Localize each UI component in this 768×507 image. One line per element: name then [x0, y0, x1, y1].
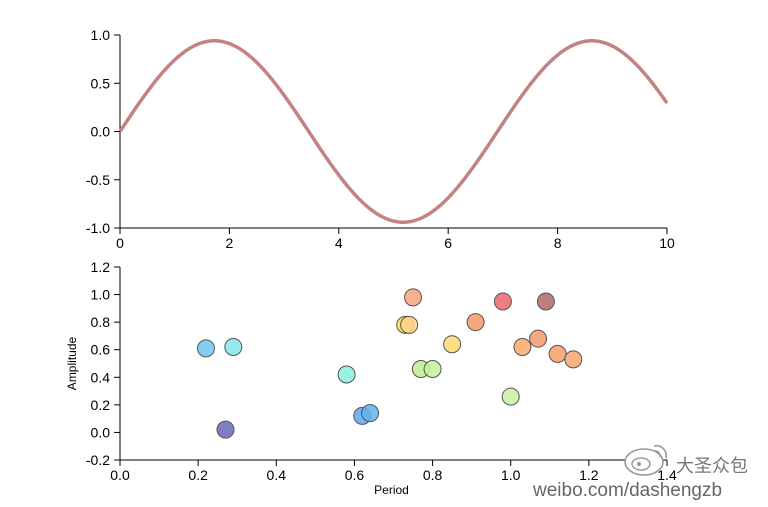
- scatter-point: [564, 350, 583, 369]
- top-y-tick-label: -1.0: [86, 220, 110, 236]
- bottom-y-tick-label: 0.8: [91, 314, 111, 330]
- top-y-tick-label: 1.0: [91, 27, 111, 43]
- scatter-point: [337, 365, 356, 384]
- top-x-tick-label: 6: [444, 235, 452, 251]
- sine-line-chart: 0 2 4 6 8 10 1.0 0.5 0.0 -0.5 -1.0: [86, 27, 675, 251]
- scatter-point: [216, 420, 235, 439]
- bottom-x-tick-label: 1.4: [657, 467, 677, 483]
- y-axis-title: Amplitude: [65, 337, 79, 391]
- scatter-point: [493, 292, 512, 311]
- bottom-y-tick-label: 0.0: [91, 424, 111, 440]
- scatter-point: [536, 292, 555, 311]
- scatter-point: [361, 404, 380, 423]
- bottom-y-tick-label: 0.6: [91, 342, 111, 358]
- top-x-tick-label: 8: [554, 235, 562, 251]
- bottom-x-tick-label: 0.6: [345, 467, 365, 483]
- bottom-x-tick-label: 0.8: [423, 467, 443, 483]
- top-axes: [114, 34, 668, 234]
- scatter-point: [548, 344, 567, 363]
- top-x-tick-label: 0: [116, 235, 124, 251]
- scatter-chart: 0.0 0.2 0.4 0.6 0.8 1.0 1.2 1.4 1.2 1.0 0.8 0.6 0.4 0…: [65, 259, 677, 497]
- bottom-y-tick-label: 1.0: [91, 287, 111, 303]
- scatter-point: [466, 313, 485, 332]
- scatter-point: [443, 335, 462, 354]
- top-y-tick-label: 0.0: [91, 124, 111, 140]
- scatter-point: [513, 337, 532, 356]
- top-x-tick-label: 10: [659, 235, 675, 251]
- bottom-x-tick-label: 0.2: [188, 467, 208, 483]
- top-y-tick-label: 0.5: [91, 75, 111, 91]
- bottom-x-tick-label: 0.0: [110, 467, 130, 483]
- scatter-point: [423, 360, 442, 379]
- bottom-y-tick-label: 0.2: [91, 397, 111, 413]
- sine-series-line: [118, 39, 669, 224]
- watermark: 大圣众包 weibo.com/dashengzb: [532, 444, 748, 501]
- scatter-point: [501, 387, 520, 406]
- bottom-y-tick-label: 1.2: [91, 259, 111, 275]
- bottom-x-tick-label: 1.0: [501, 467, 521, 483]
- watermark-url-text: weibo.com/dashengzb: [532, 480, 722, 501]
- bottom-y-tick-label: 0.4: [91, 369, 111, 385]
- watermark-cn-text: 大圣众包: [676, 456, 748, 477]
- weibo-logo-icon: [624, 444, 668, 476]
- top-x-tick-label: 4: [335, 235, 343, 251]
- bottom-x-tick-label: 1.2: [579, 467, 599, 483]
- scatter-point: [196, 339, 215, 358]
- bottom-axes: [114, 266, 668, 466]
- bottom-y-tick-label: -0.2: [86, 452, 110, 468]
- scatter-point: [400, 315, 419, 334]
- scatter-point: [224, 337, 243, 356]
- bottom-x-tick-label: 0.4: [267, 467, 287, 483]
- x-axis-title: Period: [374, 483, 409, 497]
- top-x-tick-label: 2: [226, 235, 234, 251]
- top-y-tick-label: -0.5: [86, 172, 110, 188]
- scatter-point: [529, 329, 548, 348]
- scatter-point: [404, 288, 423, 307]
